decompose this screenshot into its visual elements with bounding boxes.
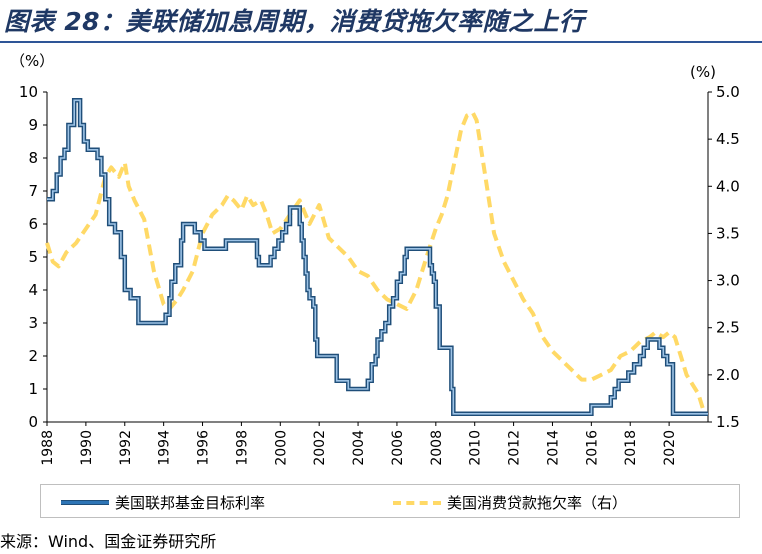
x-tick-label: 2000: [273, 430, 289, 466]
series-line-fed-rate: [47, 99, 708, 415]
source-note: 来源：Wind、国金证券研究所: [0, 532, 217, 551]
left-y-tick-label: 3: [28, 314, 38, 332]
left-y-tick-label: 6: [28, 215, 38, 233]
right-y-tick-label: 5.0: [716, 83, 740, 101]
x-tick-label: 2008: [429, 430, 445, 466]
x-tick-label: 2018: [623, 430, 639, 466]
x-tick-label: 1996: [196, 430, 212, 466]
x-tick-label: 1998: [234, 430, 250, 466]
chart: 0 1 2 3 4 5 6 7 8 9 10 1.5 2.0 2.5 3.0 3.5 4.0 4.5 5.0 1988…: [10, 52, 740, 466]
x-tick-label: 2020: [662, 430, 678, 466]
right-y-tick-label: 3.5: [716, 224, 740, 242]
right-y-tick-label: 2.0: [716, 366, 740, 384]
x-tick-label: 2014: [545, 430, 561, 466]
legend-swatch-fed-rate: [61, 500, 109, 505]
x-tick-label: 2006: [390, 430, 406, 466]
right-y-tick-label: 3.0: [716, 272, 740, 290]
right-y-tick-label: 1.5: [716, 413, 740, 431]
x-tick-label: 1990: [79, 430, 95, 466]
left-y-tick-label: 5: [28, 248, 38, 266]
right-axis-unit: (%): [690, 63, 716, 81]
left-y-tick-label: 9: [28, 116, 38, 134]
left-y-tick-label: 8: [28, 149, 38, 167]
x-tick-label: 2004: [351, 430, 367, 466]
right-y-tick-label: 4.0: [716, 177, 740, 195]
legend-label-fed-rate: 美国联邦基金目标利率: [115, 494, 266, 512]
x-tick-label: 1994: [157, 430, 173, 466]
x-tick-label: 2016: [584, 430, 600, 466]
title-rule: [0, 41, 762, 43]
right-y-tick-label: 2.5: [716, 319, 740, 337]
x-tick-label: 2012: [507, 430, 523, 466]
x-tick-label: 2002: [312, 430, 328, 466]
left-y-tick-label: 2: [28, 347, 38, 365]
legend-item-delinquency: 美国消费贷款拖欠率（右）: [393, 492, 627, 513]
left-y-tick-label: 4: [28, 281, 38, 299]
series-line-fed-rate-outline: [47, 98, 708, 417]
legend-label-delinquency: 美国消费贷款拖欠率（右）: [447, 494, 628, 512]
legend-item-fed-rate: 美国联邦基金目标利率: [61, 492, 265, 513]
x-tick-label: 2010: [468, 430, 484, 466]
legend: 美国联邦基金目标利率 美国消费贷款拖欠率（右）: [40, 484, 740, 518]
left-y-tick-label: 1: [28, 380, 38, 398]
x-tick-label: 1988: [40, 430, 56, 466]
right-y-tick-label: 4.5: [716, 130, 740, 148]
left-y-tick-label: 7: [28, 182, 38, 200]
x-tick-label: 1992: [118, 430, 134, 466]
axes: 0 1 2 3 4 5 6 7 8 9 10 1.5 2.0 2.5 3.0 3.5 4.0 4.5 5.0 1988…: [19, 83, 740, 466]
series-line-delinquency: [45, 110, 707, 414]
series-layer: [45, 98, 708, 417]
left-axis-unit: （%）: [10, 52, 54, 70]
legend-swatch-delinquency: [393, 500, 441, 505]
figure-title: 图表 28：美联储加息周期，消费贷拖欠率随之上行: [4, 7, 585, 36]
left-y-tick-label: 10: [19, 83, 38, 101]
left-y-tick-label: 0: [28, 413, 38, 431]
